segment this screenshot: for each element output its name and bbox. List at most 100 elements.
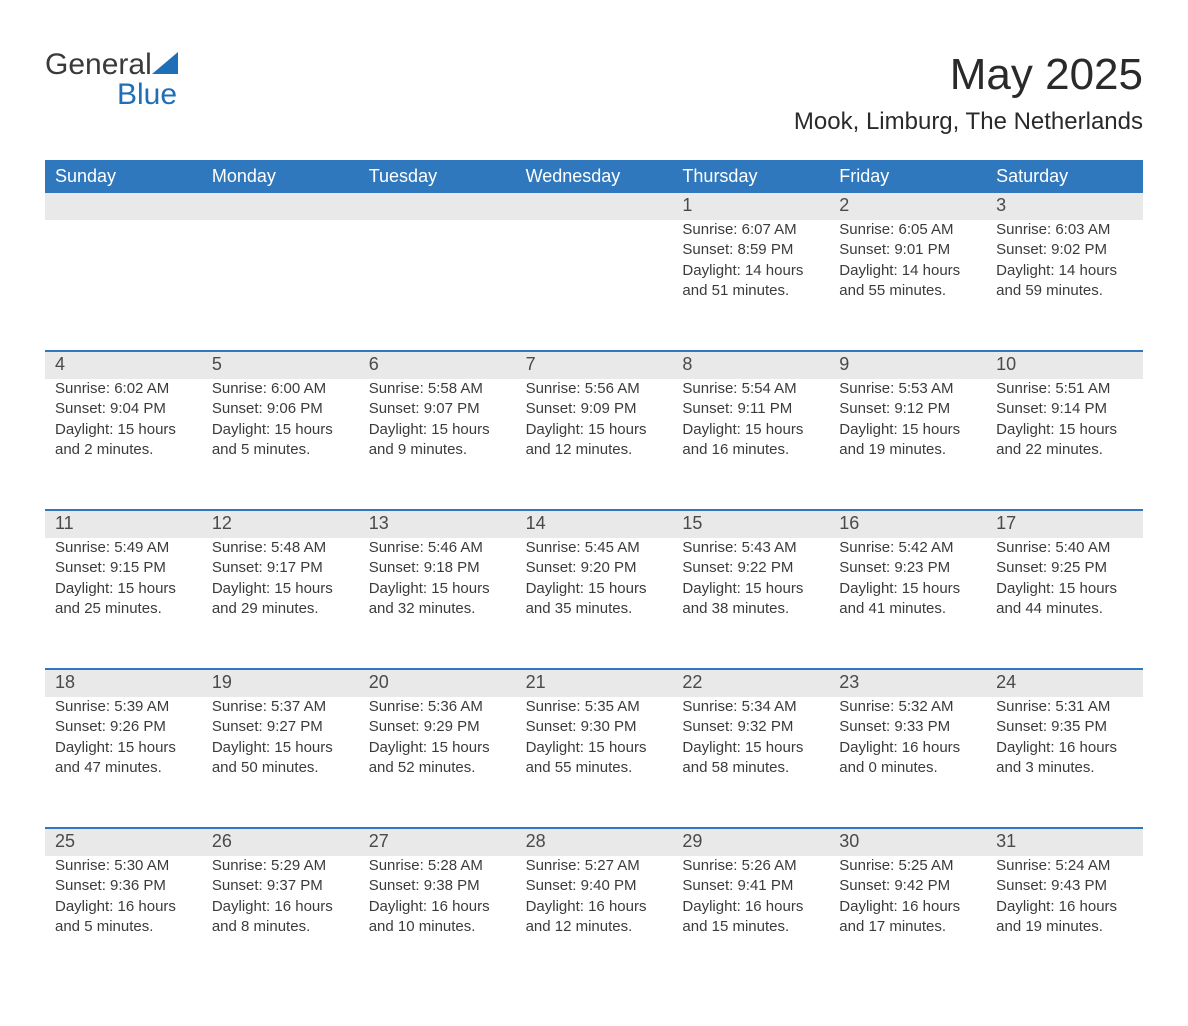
day-number: 21 xyxy=(516,670,673,697)
sunrise-text: Sunrise: 5:45 AM xyxy=(526,538,663,558)
day-number xyxy=(359,193,516,220)
calendar: Sunday Monday Tuesday Wednesday Thursday… xyxy=(45,160,1143,986)
daylight-text: Daylight: 15 hours and 47 minutes. xyxy=(55,738,192,779)
daylight-text: Daylight: 16 hours and 5 minutes. xyxy=(55,897,192,938)
day-header: Wednesday xyxy=(516,160,673,193)
week-row: Sunrise: 6:07 AMSunset: 8:59 PMDaylight:… xyxy=(45,220,1143,350)
sunset-text: Sunset: 9:04 PM xyxy=(55,399,192,419)
daylight-text: Daylight: 16 hours and 15 minutes. xyxy=(682,897,819,938)
daylight-text: Daylight: 15 hours and 22 minutes. xyxy=(996,420,1133,461)
sunrise-text: Sunrise: 5:37 AM xyxy=(212,697,349,717)
daylight-text: Daylight: 16 hours and 0 minutes. xyxy=(839,738,976,779)
day-number: 16 xyxy=(829,511,986,538)
daynum-row: 11121314151617 xyxy=(45,509,1143,538)
daylight-text: Daylight: 15 hours and 35 minutes. xyxy=(526,579,663,620)
day-number: 8 xyxy=(672,352,829,379)
header-row: General Blue May 2025 Mook, Limburg, The… xyxy=(45,50,1143,136)
day-number: 7 xyxy=(516,352,673,379)
day-cell: Sunrise: 5:43 AMSunset: 9:22 PMDaylight:… xyxy=(672,538,829,668)
sunset-text: Sunset: 9:20 PM xyxy=(526,558,663,578)
day-number: 18 xyxy=(45,670,202,697)
day-number: 1 xyxy=(672,193,829,220)
day-cell: Sunrise: 6:03 AMSunset: 9:02 PMDaylight:… xyxy=(986,220,1143,350)
sunset-text: Sunset: 9:42 PM xyxy=(839,876,976,896)
sunset-text: Sunset: 9:32 PM xyxy=(682,717,819,737)
daylight-text: Daylight: 16 hours and 8 minutes. xyxy=(212,897,349,938)
sunset-text: Sunset: 9:38 PM xyxy=(369,876,506,896)
day-number: 19 xyxy=(202,670,359,697)
daylight-text: Daylight: 15 hours and 44 minutes. xyxy=(996,579,1133,620)
day-number: 6 xyxy=(359,352,516,379)
sail-icon xyxy=(152,50,178,72)
day-number: 29 xyxy=(672,829,829,856)
sunrise-text: Sunrise: 5:25 AM xyxy=(839,856,976,876)
sunset-text: Sunset: 9:09 PM xyxy=(526,399,663,419)
day-cell: Sunrise: 6:02 AMSunset: 9:04 PMDaylight:… xyxy=(45,379,202,509)
daylight-text: Daylight: 15 hours and 19 minutes. xyxy=(839,420,976,461)
brand-logo: General Blue xyxy=(45,50,178,110)
sunset-text: Sunset: 9:18 PM xyxy=(369,558,506,578)
day-cell: Sunrise: 5:39 AMSunset: 9:26 PMDaylight:… xyxy=(45,697,202,827)
sunset-text: Sunset: 9:36 PM xyxy=(55,876,192,896)
day-cell: Sunrise: 5:30 AMSunset: 9:36 PMDaylight:… xyxy=(45,856,202,986)
day-number: 31 xyxy=(986,829,1143,856)
day-number: 3 xyxy=(986,193,1143,220)
sunrise-text: Sunrise: 5:43 AM xyxy=(682,538,819,558)
sunrise-text: Sunrise: 5:29 AM xyxy=(212,856,349,876)
day-cell: Sunrise: 5:48 AMSunset: 9:17 PMDaylight:… xyxy=(202,538,359,668)
daylight-text: Daylight: 15 hours and 50 minutes. xyxy=(212,738,349,779)
day-cell: Sunrise: 6:00 AMSunset: 9:06 PMDaylight:… xyxy=(202,379,359,509)
sunset-text: Sunset: 9:11 PM xyxy=(682,399,819,419)
day-cell: Sunrise: 5:40 AMSunset: 9:25 PMDaylight:… xyxy=(986,538,1143,668)
sunrise-text: Sunrise: 5:58 AM xyxy=(369,379,506,399)
daylight-text: Daylight: 15 hours and 16 minutes. xyxy=(682,420,819,461)
day-header: Saturday xyxy=(986,160,1143,193)
sunrise-text: Sunrise: 5:28 AM xyxy=(369,856,506,876)
day-number xyxy=(202,193,359,220)
daylight-text: Daylight: 16 hours and 10 minutes. xyxy=(369,897,506,938)
sunrise-text: Sunrise: 5:53 AM xyxy=(839,379,976,399)
daylight-text: Daylight: 15 hours and 29 minutes. xyxy=(212,579,349,620)
daynum-row: 45678910 xyxy=(45,350,1143,379)
sunrise-text: Sunrise: 5:48 AM xyxy=(212,538,349,558)
sunset-text: Sunset: 9:06 PM xyxy=(212,399,349,419)
sunrise-text: Sunrise: 5:54 AM xyxy=(682,379,819,399)
daylight-text: Daylight: 15 hours and 58 minutes. xyxy=(682,738,819,779)
sunrise-text: Sunrise: 5:34 AM xyxy=(682,697,819,717)
day-cell: Sunrise: 5:54 AMSunset: 9:11 PMDaylight:… xyxy=(672,379,829,509)
day-header: Sunday xyxy=(45,160,202,193)
day-cell: Sunrise: 5:37 AMSunset: 9:27 PMDaylight:… xyxy=(202,697,359,827)
day-number: 28 xyxy=(516,829,673,856)
sunrise-text: Sunrise: 5:32 AM xyxy=(839,697,976,717)
daylight-text: Daylight: 16 hours and 12 minutes. xyxy=(526,897,663,938)
day-cell xyxy=(45,220,202,350)
sunrise-text: Sunrise: 5:36 AM xyxy=(369,697,506,717)
daylight-text: Daylight: 14 hours and 51 minutes. xyxy=(682,261,819,302)
sunrise-text: Sunrise: 5:49 AM xyxy=(55,538,192,558)
sunrise-text: Sunrise: 5:35 AM xyxy=(526,697,663,717)
day-cell: Sunrise: 5:35 AMSunset: 9:30 PMDaylight:… xyxy=(516,697,673,827)
day-cell xyxy=(202,220,359,350)
sunrise-text: Sunrise: 5:26 AM xyxy=(682,856,819,876)
day-cell: Sunrise: 5:34 AMSunset: 9:32 PMDaylight:… xyxy=(672,697,829,827)
week-row: Sunrise: 5:39 AMSunset: 9:26 PMDaylight:… xyxy=(45,697,1143,827)
day-cell: Sunrise: 5:51 AMSunset: 9:14 PMDaylight:… xyxy=(986,379,1143,509)
weeks-container: 123Sunrise: 6:07 AMSunset: 8:59 PMDaylig… xyxy=(45,193,1143,986)
day-number: 17 xyxy=(986,511,1143,538)
sunset-text: Sunset: 9:43 PM xyxy=(996,876,1133,896)
day-header-row: Sunday Monday Tuesday Wednesday Thursday… xyxy=(45,160,1143,193)
title-block: May 2025 Mook, Limburg, The Netherlands xyxy=(794,50,1143,136)
day-cell: Sunrise: 5:46 AMSunset: 9:18 PMDaylight:… xyxy=(359,538,516,668)
sunset-text: Sunset: 9:17 PM xyxy=(212,558,349,578)
sunset-text: Sunset: 9:14 PM xyxy=(996,399,1133,419)
sunrise-text: Sunrise: 5:39 AM xyxy=(55,697,192,717)
daylight-text: Daylight: 15 hours and 25 minutes. xyxy=(55,579,192,620)
day-cell: Sunrise: 5:58 AMSunset: 9:07 PMDaylight:… xyxy=(359,379,516,509)
daylight-text: Daylight: 16 hours and 19 minutes. xyxy=(996,897,1133,938)
day-number: 2 xyxy=(829,193,986,220)
day-cell xyxy=(359,220,516,350)
logo-text: General Blue xyxy=(45,50,178,110)
day-cell: Sunrise: 5:31 AMSunset: 9:35 PMDaylight:… xyxy=(986,697,1143,827)
sunrise-text: Sunrise: 6:05 AM xyxy=(839,220,976,240)
sunset-text: Sunset: 9:37 PM xyxy=(212,876,349,896)
